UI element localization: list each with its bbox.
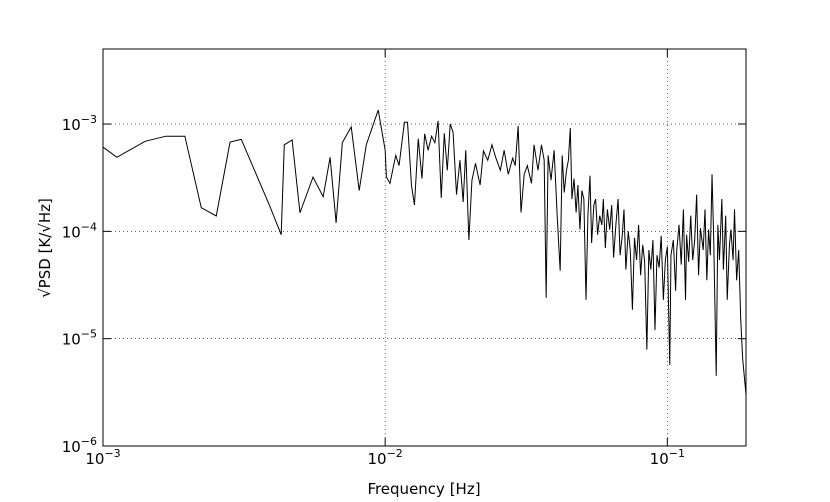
y-tick-label: 10−5 — [62, 328, 97, 349]
x-tick-label: 10−3 — [85, 447, 120, 468]
x-axis-label: Frequency [Hz] — [367, 480, 480, 498]
x-tick-label: 10−1 — [650, 447, 685, 468]
y-tick-label: 10−6 — [62, 435, 97, 456]
y-axis-label: √PSD [K/√Hz] — [36, 198, 54, 298]
x-tick-label: 10−2 — [368, 447, 403, 468]
y-tick-label: 10−3 — [62, 113, 97, 134]
y-tick-label: 10−4 — [62, 220, 97, 241]
plot-frame — [102, 48, 747, 447]
data-line — [102, 109, 747, 395]
